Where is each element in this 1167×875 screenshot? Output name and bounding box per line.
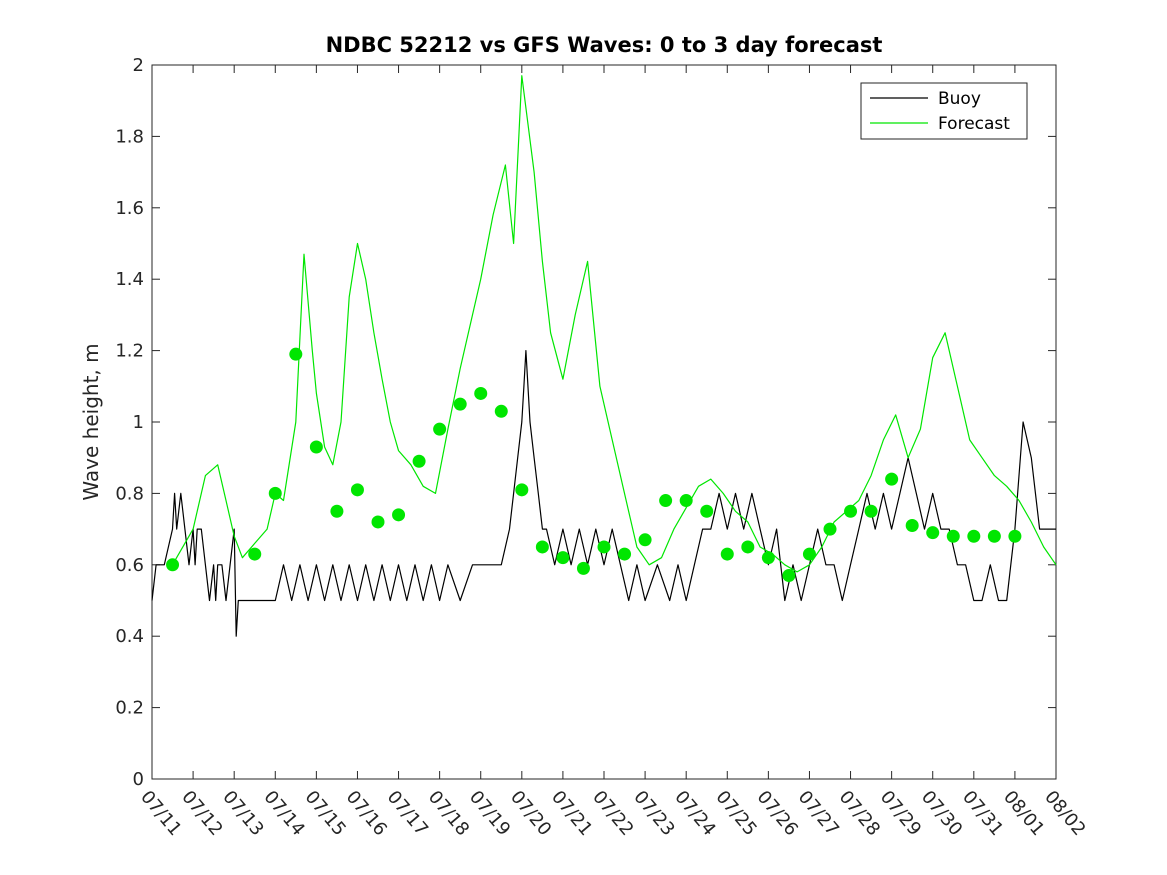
forecast-marker: [926, 526, 940, 540]
forecast-marker: [823, 522, 837, 536]
x-tick-label: 07/12: [177, 787, 226, 840]
x-tick-label: 07/24: [670, 787, 719, 840]
forecast-marker: [515, 483, 529, 497]
forecast-marker: [535, 540, 549, 554]
y-tick-label: 1.8: [115, 126, 144, 147]
forecast-marker: [720, 547, 734, 561]
series-layer: [151, 75, 1057, 637]
forecast-marker: [618, 547, 632, 561]
chart-title: NDBC 52212 vs GFS Waves: 0 to 3 day fore…: [326, 33, 883, 57]
y-tick-label: 0.8: [115, 483, 144, 504]
y-tick-label: 2: [133, 55, 144, 76]
forecast-marker: [412, 454, 426, 468]
legend-label-forecast: Forecast: [938, 114, 1010, 134]
forecast-marker: [885, 472, 899, 486]
forecast-markers: [166, 347, 1022, 583]
forecast-marker: [905, 519, 919, 533]
forecast-marker: [309, 440, 323, 454]
x-tick-label: 07/23: [629, 787, 678, 840]
y-axis-ticks: 0 0.2 0.4 0.6 0.8 1 1.2 1.4 1.6 1.8 2: [115, 55, 1056, 790]
x-tick-label: 07/15: [301, 787, 350, 840]
forecast-marker: [392, 508, 406, 522]
forecast-marker: [433, 422, 447, 436]
y-tick-label: 1.2: [115, 341, 144, 362]
x-tick-label: 07/22: [588, 787, 637, 840]
forecast-marker: [700, 504, 714, 518]
forecast-marker: [679, 494, 693, 508]
series-line-buoy: [151, 350, 1056, 637]
forecast-marker: [844, 504, 858, 518]
forecast-marker: [946, 529, 960, 543]
forecast-marker: [761, 551, 775, 565]
forecast-marker: [494, 404, 508, 418]
x-tick-label: 07/21: [547, 787, 596, 840]
x-tick-label: 07/26: [753, 787, 802, 840]
forecast-marker: [289, 347, 303, 361]
forecast-marker: [576, 561, 590, 575]
forecast-marker: [268, 486, 282, 500]
y-axis-label: Wave height, m: [79, 343, 103, 500]
forecast-marker: [659, 494, 673, 508]
forecast-marker: [864, 504, 878, 518]
x-tick-label: 07/30: [917, 787, 966, 840]
forecast-marker: [453, 397, 467, 411]
forecast-marker: [967, 529, 981, 543]
x-tick-label: 07/29: [876, 787, 925, 840]
x-tick-label: 07/14: [259, 787, 308, 840]
forecast-marker: [556, 551, 570, 565]
x-tick-label: 07/13: [218, 787, 267, 840]
y-tick-label: 1.6: [115, 198, 144, 219]
y-tick-label: 1: [133, 412, 144, 433]
x-tick-label: 07/17: [383, 787, 432, 840]
x-tick-label: 07/28: [835, 787, 884, 840]
x-tick-label: 07/31: [958, 787, 1007, 840]
forecast-marker: [802, 547, 816, 561]
forecast-marker: [350, 483, 364, 497]
x-tick-label: 07/11: [136, 787, 185, 840]
x-tick-label: 07/19: [465, 787, 514, 840]
x-tick-label: 08/01: [999, 787, 1048, 840]
x-tick-label: 07/27: [794, 787, 843, 840]
x-tick-label: 08/02: [1040, 787, 1089, 840]
forecast-marker: [597, 540, 611, 554]
forecast-marker: [987, 529, 1001, 543]
forecast-marker: [741, 540, 755, 554]
forecast-marker: [248, 547, 262, 561]
series-line-forecast: [171, 75, 1057, 573]
plot-area: [151, 64, 1057, 780]
forecast-marker: [166, 558, 180, 572]
forecast-marker: [371, 515, 385, 529]
legend: Buoy Forecast: [860, 82, 1028, 140]
legend-label-buoy: Buoy: [938, 89, 981, 109]
forecast-marker: [474, 386, 488, 400]
y-tick-label: 0.4: [115, 626, 144, 647]
y-tick-label: 0: [133, 769, 144, 790]
forecast-marker: [330, 504, 344, 518]
forecast-marker: [782, 569, 796, 583]
y-tick-label: 1.4: [115, 269, 144, 290]
x-tick-label: 07/20: [506, 787, 555, 840]
forecast-marker: [1008, 529, 1022, 543]
y-tick-label: 0.6: [115, 555, 144, 576]
y-tick-label: 0.2: [115, 698, 144, 719]
legend-box: [860, 82, 1028, 140]
x-tick-label: 07/18: [424, 787, 473, 840]
x-tick-label: 07/16: [342, 787, 391, 840]
forecast-marker: [638, 533, 652, 547]
x-tick-label: 07/25: [711, 787, 760, 840]
